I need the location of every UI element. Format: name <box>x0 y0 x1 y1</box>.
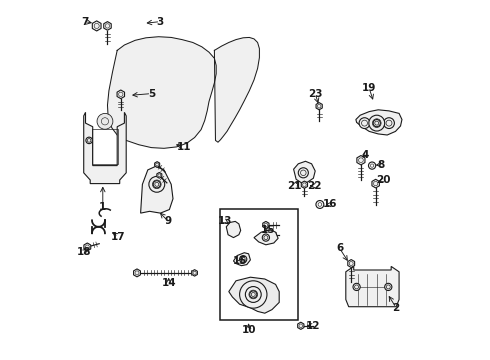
Text: 9: 9 <box>164 216 171 226</box>
Circle shape <box>369 115 385 131</box>
Polygon shape <box>263 221 269 229</box>
Polygon shape <box>229 277 279 313</box>
Text: 21: 21 <box>288 181 302 191</box>
Polygon shape <box>84 243 91 251</box>
Circle shape <box>368 162 376 169</box>
Text: 19: 19 <box>362 83 376 93</box>
Polygon shape <box>301 181 308 188</box>
Text: 13: 13 <box>218 216 232 226</box>
Circle shape <box>262 234 270 241</box>
Bar <box>220 209 298 320</box>
Text: 12: 12 <box>306 321 320 331</box>
Bar <box>92 129 118 164</box>
Text: 6: 6 <box>336 243 343 253</box>
Polygon shape <box>226 221 241 238</box>
Text: 20: 20 <box>376 175 390 185</box>
Polygon shape <box>157 172 162 178</box>
Circle shape <box>240 281 267 308</box>
Text: 22: 22 <box>307 181 321 191</box>
Circle shape <box>318 203 321 206</box>
Circle shape <box>353 283 360 291</box>
Circle shape <box>384 118 394 129</box>
Circle shape <box>86 137 92 144</box>
Text: 15: 15 <box>233 256 247 266</box>
Polygon shape <box>117 90 124 99</box>
Polygon shape <box>348 260 355 267</box>
Circle shape <box>240 256 247 263</box>
Polygon shape <box>215 37 259 142</box>
Circle shape <box>370 164 374 167</box>
Text: 16: 16 <box>323 199 338 210</box>
Text: 5: 5 <box>148 89 155 99</box>
Polygon shape <box>356 110 402 135</box>
Text: 11: 11 <box>176 141 191 152</box>
Polygon shape <box>316 103 322 110</box>
Polygon shape <box>233 253 250 266</box>
Circle shape <box>250 291 257 298</box>
Circle shape <box>97 113 113 129</box>
Text: 15: 15 <box>260 225 275 235</box>
Circle shape <box>245 287 261 302</box>
Polygon shape <box>346 266 399 307</box>
Polygon shape <box>134 269 141 277</box>
Circle shape <box>153 181 160 188</box>
Circle shape <box>149 176 165 192</box>
Polygon shape <box>107 37 216 148</box>
Text: 2: 2 <box>392 303 400 313</box>
Polygon shape <box>372 179 379 188</box>
Polygon shape <box>84 112 126 184</box>
Polygon shape <box>357 156 365 165</box>
Text: 23: 23 <box>308 89 322 99</box>
Polygon shape <box>192 270 197 276</box>
Text: 10: 10 <box>242 325 256 336</box>
Polygon shape <box>263 231 269 238</box>
Text: 1: 1 <box>99 202 106 212</box>
Text: 4: 4 <box>362 150 369 160</box>
Circle shape <box>385 283 392 291</box>
Polygon shape <box>155 162 160 167</box>
Polygon shape <box>298 322 304 329</box>
Circle shape <box>298 168 308 178</box>
Polygon shape <box>104 22 111 30</box>
Text: 7: 7 <box>81 17 89 27</box>
Polygon shape <box>294 161 315 184</box>
Polygon shape <box>141 166 173 213</box>
Text: 8: 8 <box>377 159 385 170</box>
Circle shape <box>359 118 370 129</box>
Text: 14: 14 <box>161 278 176 288</box>
Polygon shape <box>92 21 101 31</box>
Text: 17: 17 <box>111 232 125 242</box>
Circle shape <box>316 201 324 208</box>
Circle shape <box>373 120 380 127</box>
Text: 18: 18 <box>76 247 91 257</box>
Text: 3: 3 <box>157 17 164 27</box>
Polygon shape <box>254 230 278 245</box>
